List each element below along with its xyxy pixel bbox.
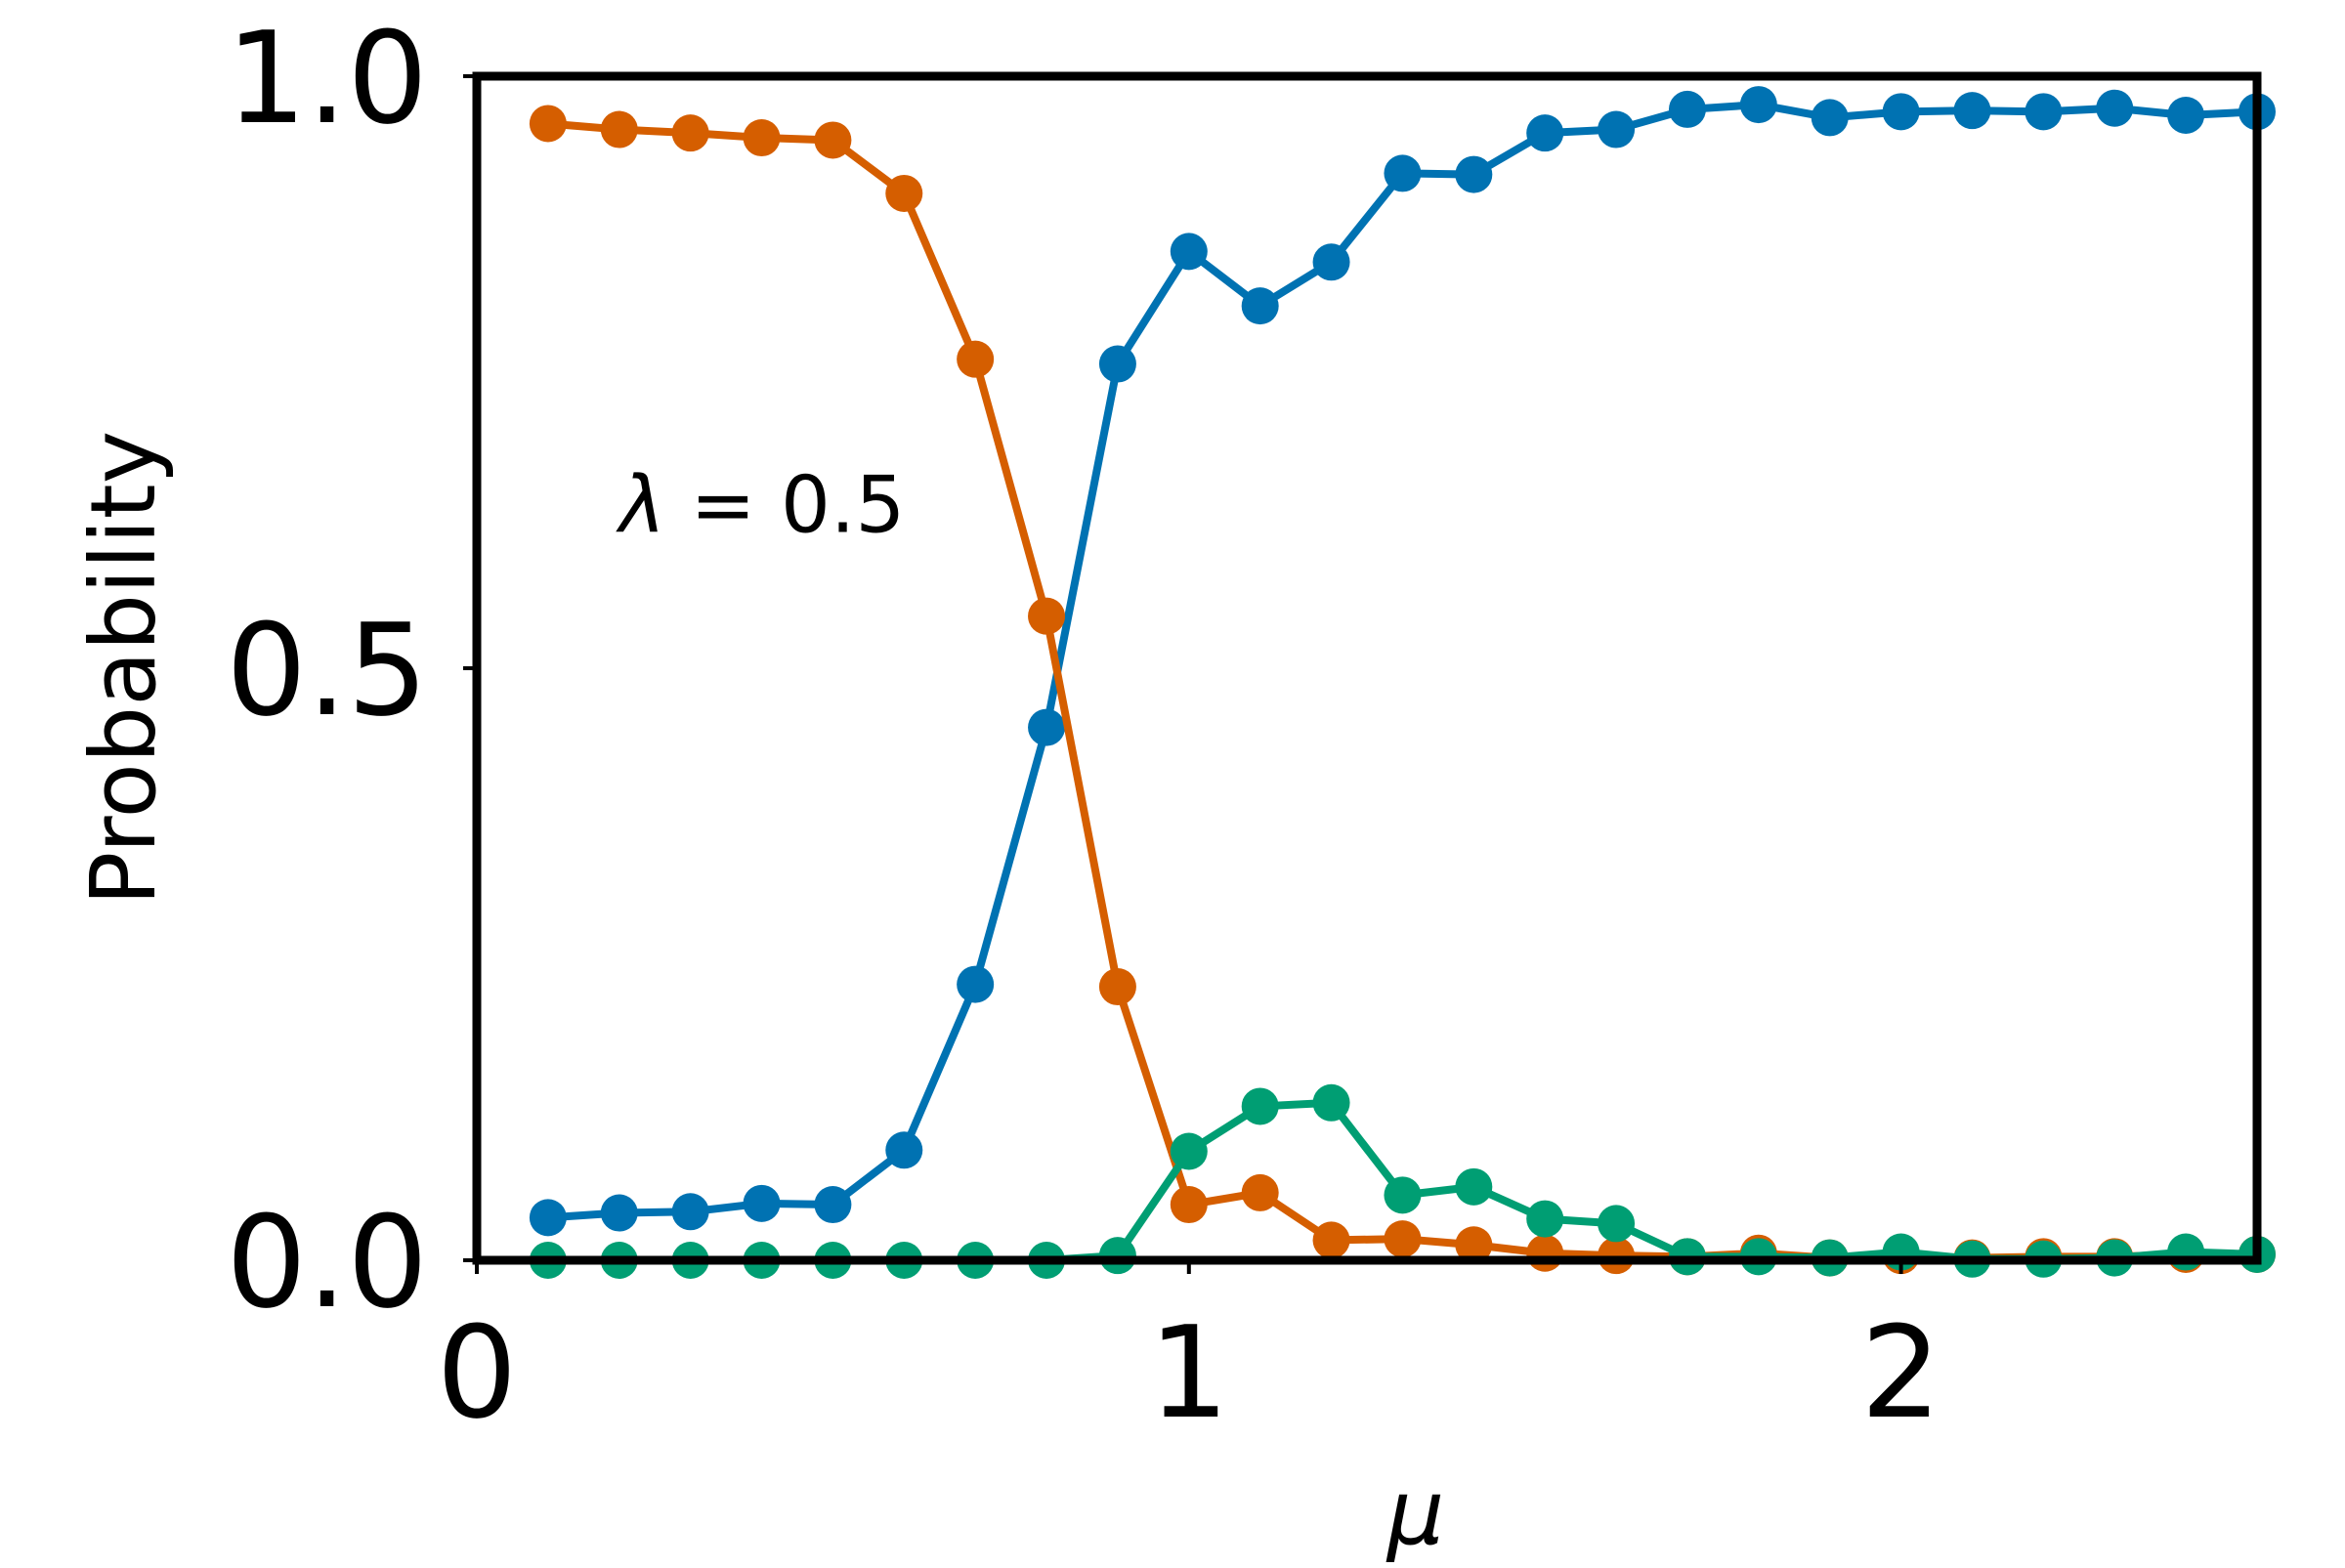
series-1-point [1241,1173,1279,1211]
series-0-point [2025,93,2063,131]
series-2-point [1526,1200,1564,1238]
series-0-point [1098,345,1136,383]
series-0-point [1882,93,1920,131]
series-1-point [1598,1237,1636,1275]
plot-frame [472,71,2262,1265]
series-2-point [1098,1237,1136,1275]
series-0-point [671,1193,709,1231]
y-tick-label: 0.0 [226,1188,428,1336]
series-2-point [1241,1087,1279,1125]
series-0 [529,86,2276,1237]
series-2-point [2167,1233,2205,1271]
series-1-point [1384,1220,1422,1258]
series-1-point [1312,1221,1350,1259]
lambda-symbol: λ [616,460,665,551]
series-0-point [2167,96,2205,134]
series-0-point [600,1194,638,1232]
series-1-point [1526,1234,1564,1272]
series-1-point [814,121,852,159]
series-0-point [1241,287,1279,325]
series-0-point [957,965,995,1003]
x-axis-title: μ [1386,1461,1445,1563]
series-0-point [885,1131,923,1169]
series-1-point [1028,597,1066,635]
series-0-point [1953,92,1991,130]
series-1-line [547,119,2257,1262]
series-0-point [1455,155,1493,193]
series-0-point [1384,154,1422,192]
series-0-point [1028,708,1066,746]
series-0-point [814,1186,852,1224]
series-0-point [743,1184,781,1222]
series-0-point [1811,99,1849,137]
series-0-point [1170,233,1208,271]
tick-layer: 0 1 2 0.0 0.5 1.0 [226,4,1941,1447]
series-1-point [600,110,638,148]
series-1-point [743,119,781,157]
series-1-point [1455,1226,1493,1264]
series-0-point [1739,86,1777,124]
series-layer [529,86,2276,1279]
x-tick-label: 0 [437,1298,518,1447]
lambda-value: = 0.5 [665,460,905,551]
series-1-point [671,114,709,152]
y-tick-label: 1.0 [226,4,428,152]
series-0-point [1526,114,1564,152]
series-2-point [1455,1167,1493,1206]
series-1-point [885,174,923,212]
x-tick-label: 2 [1860,1298,1941,1447]
series-2-point [1384,1176,1422,1214]
series-0-point [1668,90,1706,128]
lambda-annotation: λ = 0.5 [616,460,905,551]
series-0-point [1312,243,1350,281]
series-0-line [547,101,2258,1222]
series-1-point [529,105,567,143]
x-tick-label: 1 [1148,1298,1229,1447]
y-tick-label: 0.5 [226,596,428,744]
series-1-point [1170,1186,1208,1224]
series-2-point [1170,1132,1208,1170]
series-2-point [1312,1083,1350,1122]
y-axis-title: Probability [71,431,176,906]
series-0-point [1598,110,1636,148]
series-1 [529,105,2276,1277]
series-2-point [1598,1205,1636,1243]
series-1-point [1098,968,1136,1006]
series-1-point [957,340,995,378]
series-0-point [529,1199,567,1237]
series-0-point [2096,89,2134,127]
